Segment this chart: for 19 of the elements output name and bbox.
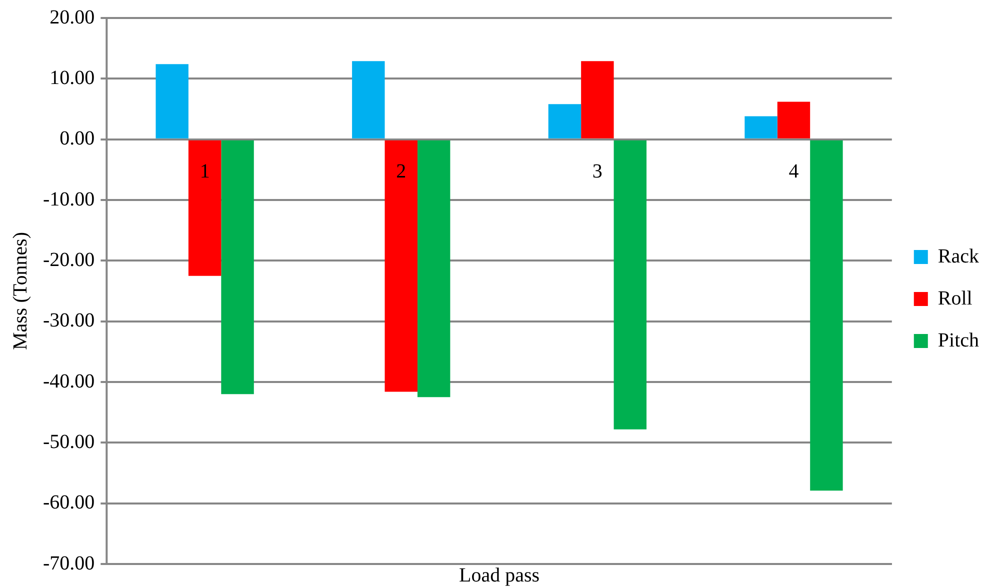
y-tick-label: -20.00 bbox=[42, 248, 95, 271]
y-tick-label: -50.00 bbox=[42, 430, 95, 453]
y-tick-label: -10.00 bbox=[42, 188, 95, 210]
legend-label: Pitch bbox=[938, 329, 980, 352]
y-tick-label: 10.00 bbox=[50, 66, 95, 89]
y-tick-label: 20.00 bbox=[50, 6, 95, 28]
y-tick-label: -60.00 bbox=[42, 492, 95, 514]
x-axis-title: Load pass bbox=[459, 564, 540, 586]
x-tick-label: 1 bbox=[200, 160, 210, 183]
y-tick-label: -30.00 bbox=[42, 310, 95, 332]
legend-label: Roll bbox=[938, 287, 973, 310]
legend-label: Rack bbox=[938, 245, 979, 268]
x-tick-label: 2 bbox=[396, 160, 406, 183]
x-tick-label: 4 bbox=[788, 160, 799, 183]
x-tick-label: 3 bbox=[592, 160, 602, 183]
y-tick-label: 0.00 bbox=[60, 128, 95, 150]
y-tick-label: -70.00 bbox=[42, 552, 95, 574]
y-tick-label: -40.00 bbox=[42, 370, 95, 392]
y-axis-title: Mass (Tonnes) bbox=[9, 232, 32, 350]
